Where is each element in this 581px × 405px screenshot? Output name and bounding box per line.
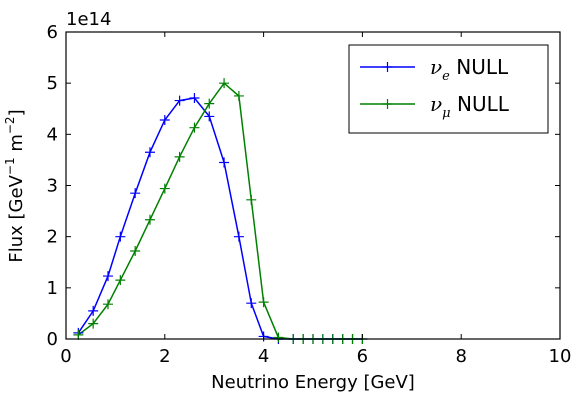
series-0-point <box>174 95 185 106</box>
series-0-point <box>219 157 230 168</box>
series-1-point <box>204 98 215 109</box>
series-1-point <box>174 151 185 162</box>
y-offset-label: 1e14 <box>66 9 111 30</box>
series-1-point <box>130 245 141 256</box>
series-0-point <box>189 93 200 104</box>
y-tick-label: 3 <box>47 176 58 197</box>
series-0-point <box>204 111 215 122</box>
x-tick-label: 8 <box>455 346 466 367</box>
series-1-point <box>233 90 244 101</box>
x-tick-label: 6 <box>357 346 368 367</box>
x-tick-label: 4 <box>258 346 269 367</box>
x-tick-label: 10 <box>549 346 572 367</box>
series-1-point <box>246 194 257 205</box>
y-tick-label: 4 <box>47 124 58 145</box>
y-tick-label: 5 <box>47 73 58 94</box>
series-1-point <box>102 299 113 310</box>
series-1-point <box>189 122 200 133</box>
legend-entry-nu-mu: νμ NULL <box>360 92 510 121</box>
series-1-point <box>273 332 284 343</box>
series-0-point <box>246 298 257 309</box>
x-axis-label: Neutrino Energy [GeV] <box>211 372 415 393</box>
x-tick-label: 2 <box>159 346 170 367</box>
series-1-point <box>115 275 126 286</box>
series-0-point <box>130 188 141 199</box>
y-axis-ticks: 0 1 2 3 4 5 6 <box>47 22 560 350</box>
series-1-point <box>88 318 99 329</box>
legend-entry-nu-e: νe NULL <box>360 55 509 84</box>
y-tick-label: 6 <box>47 22 58 43</box>
legend: νe NULL νμ NULL <box>348 44 549 134</box>
series-1-point <box>219 78 230 89</box>
series-0-point <box>159 115 170 126</box>
y-tick-label: 2 <box>47 227 58 248</box>
series-1-point <box>159 183 170 194</box>
legend-label-nu-mu: νμ NULL <box>430 92 510 121</box>
y-tick-label: 0 <box>47 329 58 350</box>
series-1-point <box>258 297 269 308</box>
series-1-point <box>144 214 155 225</box>
series-0-point <box>88 305 99 316</box>
legend-marker-nu-mu <box>382 99 393 109</box>
series-0-point <box>144 147 155 158</box>
x-tick-label: 0 <box>60 346 71 367</box>
series-1-point <box>73 329 84 340</box>
series-0-point <box>233 231 244 242</box>
legend-box <box>348 44 549 134</box>
y-axis-label: Flux [GeV−1 m−2] <box>3 109 27 262</box>
y-tick-label: 1 <box>47 278 58 299</box>
legend-label-nu-e: νe NULL <box>430 55 509 84</box>
x-axis-ticks: 0 2 4 6 8 10 <box>60 32 571 367</box>
series-0-point <box>115 231 126 242</box>
series-0-point <box>102 271 113 282</box>
legend-marker-nu-e <box>382 62 393 72</box>
